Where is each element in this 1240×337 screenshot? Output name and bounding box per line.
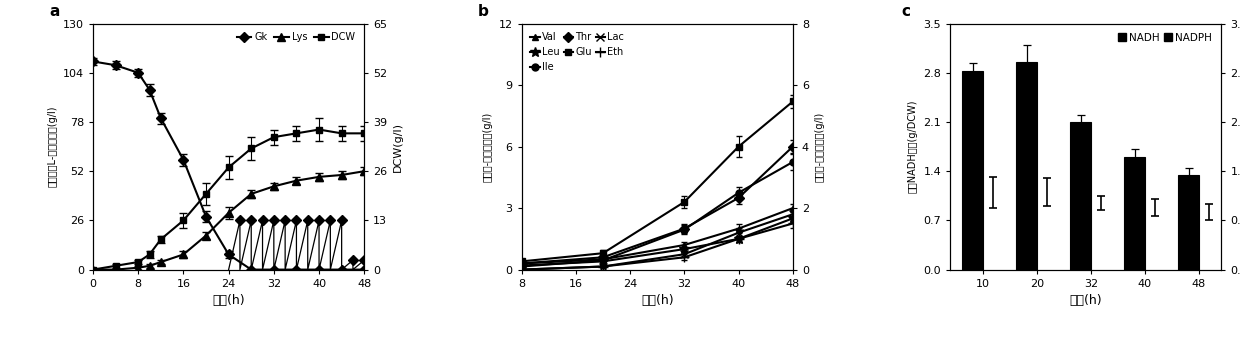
Legend: Gk, Lys, DCW: Gk, Lys, DCW bbox=[233, 28, 360, 46]
Text: b: b bbox=[479, 4, 489, 19]
X-axis label: 时间(h): 时间(h) bbox=[212, 294, 246, 307]
X-axis label: 时间(h): 时间(h) bbox=[641, 294, 673, 307]
Bar bbox=[1017, 62, 1037, 270]
Y-axis label: 葡萄糖和L-赖氨酸产量(g/l): 葡萄糖和L-赖氨酸产量(g/l) bbox=[47, 106, 57, 187]
Legend: NADH, NADPH: NADH, NADPH bbox=[1114, 29, 1216, 47]
Text: a: a bbox=[50, 4, 60, 19]
Y-axis label: 胞内NADH含量(g/DCW): 胞内NADH含量(g/DCW) bbox=[908, 100, 918, 193]
Legend: Val, Leu, Ile, Thr, Glu, Lac, Eth: Val, Leu, Ile, Thr, Glu, Lac, Eth bbox=[527, 28, 627, 76]
Bar bbox=[1178, 175, 1199, 270]
Bar bbox=[1125, 157, 1145, 270]
X-axis label: 时间(h): 时间(h) bbox=[1069, 294, 1102, 307]
Y-axis label: DCW(g/l): DCW(g/l) bbox=[393, 122, 403, 172]
Bar bbox=[1070, 122, 1091, 270]
Y-axis label: 副产物-有机酸产量(g/l): 副产物-有机酸产量(g/l) bbox=[815, 112, 825, 182]
Bar bbox=[962, 71, 983, 270]
Y-axis label: 副产物-氨基酸产量(g/l): 副产物-氨基酸产量(g/l) bbox=[482, 112, 492, 182]
Text: c: c bbox=[901, 4, 910, 19]
